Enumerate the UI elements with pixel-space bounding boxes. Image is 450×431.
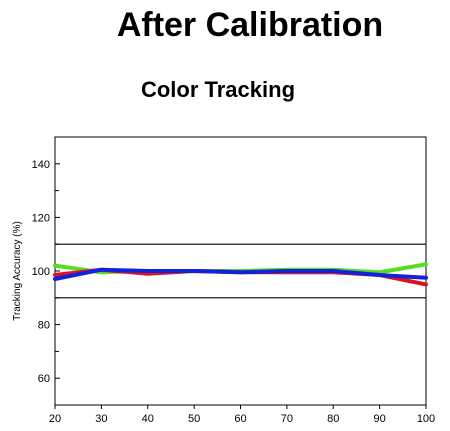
x-tick-label: 40 (142, 413, 154, 425)
x-tick-label: 70 (281, 413, 293, 425)
y-tick-label: 140 (32, 159, 50, 171)
y-tick-label: 120 (32, 212, 50, 224)
chart-title: Color Tracking (140, 77, 296, 102)
y-axis-label: Tracking Accuracy (%) (12, 221, 23, 321)
series-line-3 (53, 267, 428, 281)
page-title: After Calibration (116, 6, 384, 44)
x-tick-label: 90 (374, 413, 386, 425)
y-tick-label: 80 (38, 320, 50, 332)
x-tick-label: 100 (417, 413, 435, 425)
y-tick-label: 60 (38, 373, 50, 385)
x-tick-label: 20 (49, 413, 61, 425)
x-tick-label: 60 (234, 413, 246, 425)
x-tick-label: 30 (95, 413, 107, 425)
y-tick-label: 100 (32, 266, 50, 278)
x-tick-label: 50 (188, 413, 200, 425)
x-tick-label: 80 (327, 413, 339, 425)
